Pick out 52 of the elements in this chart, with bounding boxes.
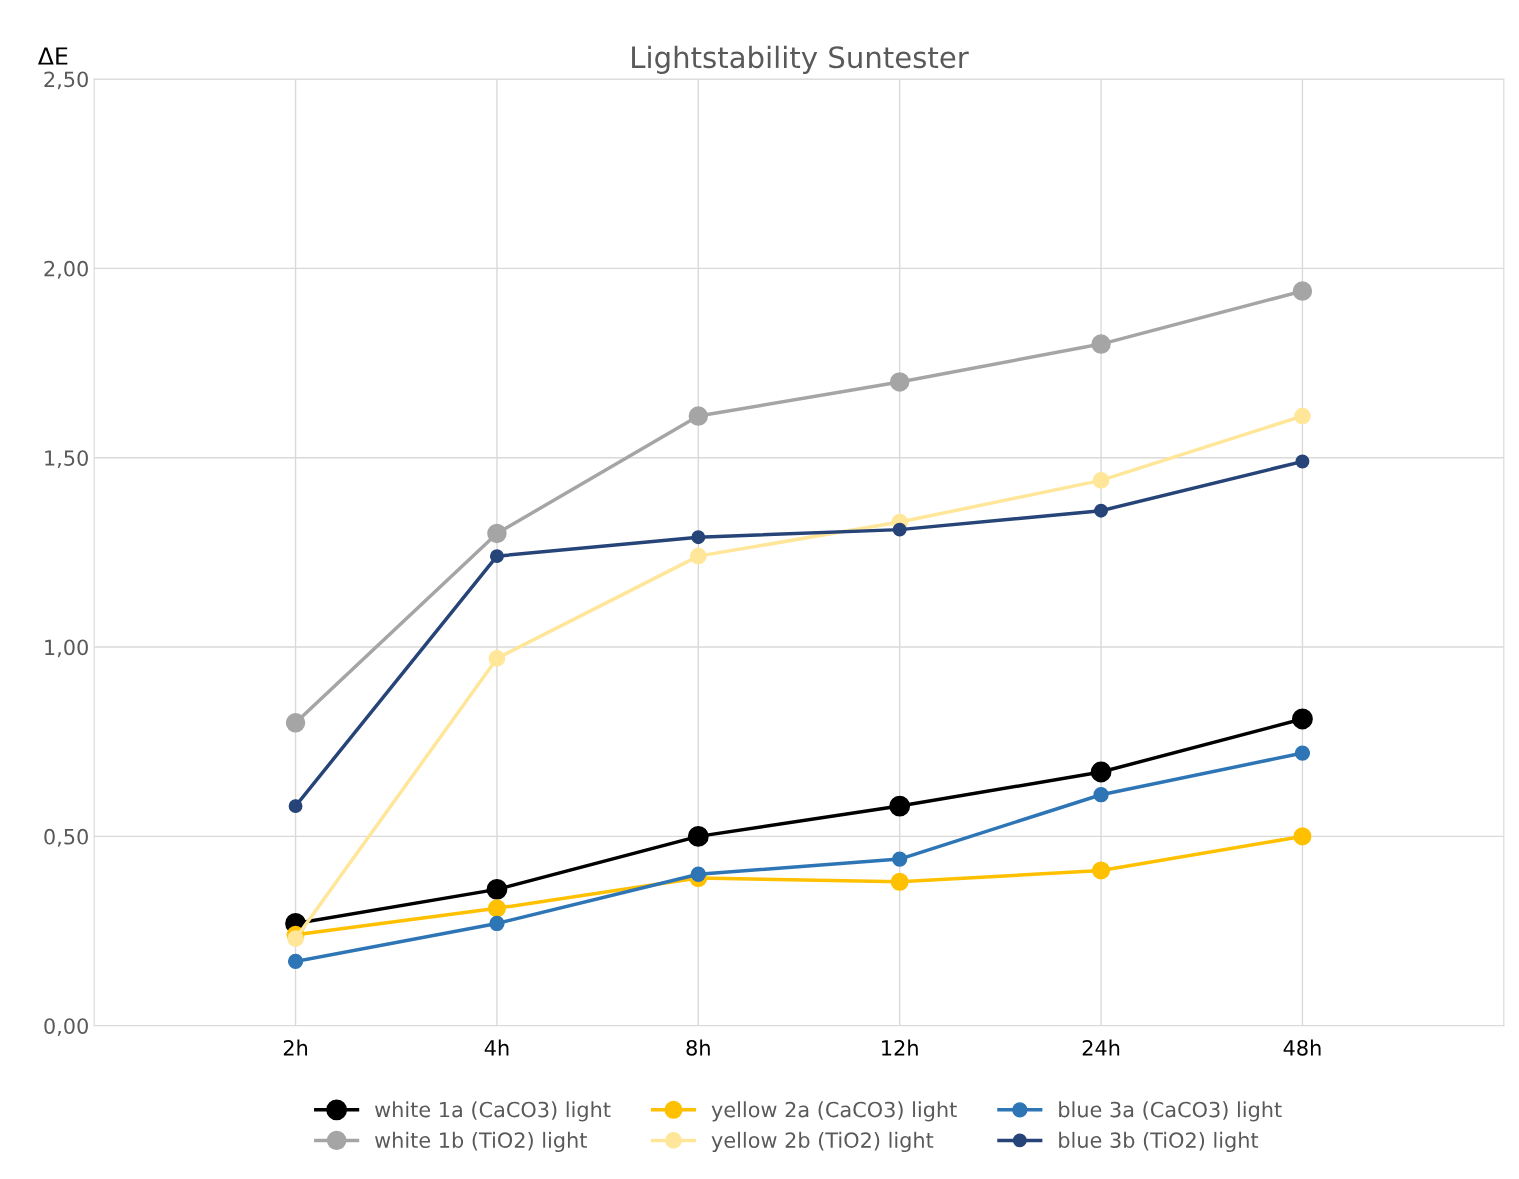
point xyxy=(1292,708,1313,730)
point xyxy=(691,530,706,545)
point xyxy=(1294,745,1311,761)
point xyxy=(486,878,508,900)
legend-label: yellow 2b (TiO2) light xyxy=(711,1131,934,1153)
point xyxy=(1094,503,1109,518)
point xyxy=(1294,407,1311,425)
y-tick-label: 1,00 xyxy=(45,639,88,658)
point xyxy=(689,547,707,565)
point xyxy=(1092,861,1111,880)
legend-label: white 1b (TiO2) light xyxy=(375,1131,587,1153)
point xyxy=(1091,334,1111,354)
x-tick-label: 8h xyxy=(686,1039,710,1056)
point xyxy=(892,522,907,537)
point xyxy=(1092,472,1110,489)
point xyxy=(1093,787,1109,803)
legend-label: blue 3b (TiO2) light xyxy=(1059,1131,1259,1153)
point xyxy=(1295,454,1310,469)
x-tick-label: 48h xyxy=(1283,1039,1321,1056)
point xyxy=(488,650,506,667)
legend-label: yellow 2a (CaCO3) light xyxy=(711,1101,957,1122)
point xyxy=(288,799,303,814)
point xyxy=(690,866,706,882)
point xyxy=(889,795,911,817)
point xyxy=(890,872,909,891)
y-tick-label: 2,50 xyxy=(44,71,88,90)
x-tick-label: 4h xyxy=(484,1039,509,1056)
x-tick-label: 2h xyxy=(283,1039,308,1056)
point xyxy=(892,851,908,867)
y-axis-title: ΔE xyxy=(37,47,68,65)
point xyxy=(487,899,506,918)
point xyxy=(1292,281,1313,301)
point xyxy=(1090,761,1112,783)
point xyxy=(489,915,505,932)
point xyxy=(688,406,709,426)
y-tick-label: 2,00 xyxy=(44,260,88,279)
y-tick-label: 0,00 xyxy=(44,1018,88,1037)
point xyxy=(1293,827,1312,846)
x-tick-label: 24h xyxy=(1082,1039,1120,1056)
point xyxy=(287,953,304,969)
point xyxy=(285,713,306,733)
legend-label: blue 3a (CaCO3) light xyxy=(1059,1101,1282,1122)
point xyxy=(889,372,910,392)
x-tick-label: 12h xyxy=(882,1039,918,1056)
point xyxy=(287,930,304,947)
legend-label: white 1a (CaCO3) light xyxy=(375,1101,611,1122)
y-tick-label: 0,50 xyxy=(44,828,88,847)
y-tick-label: 1,50 xyxy=(45,450,88,469)
point xyxy=(687,825,709,847)
point xyxy=(487,523,507,544)
chart-title: Lightstability Suntester xyxy=(632,45,969,74)
point xyxy=(489,549,504,564)
